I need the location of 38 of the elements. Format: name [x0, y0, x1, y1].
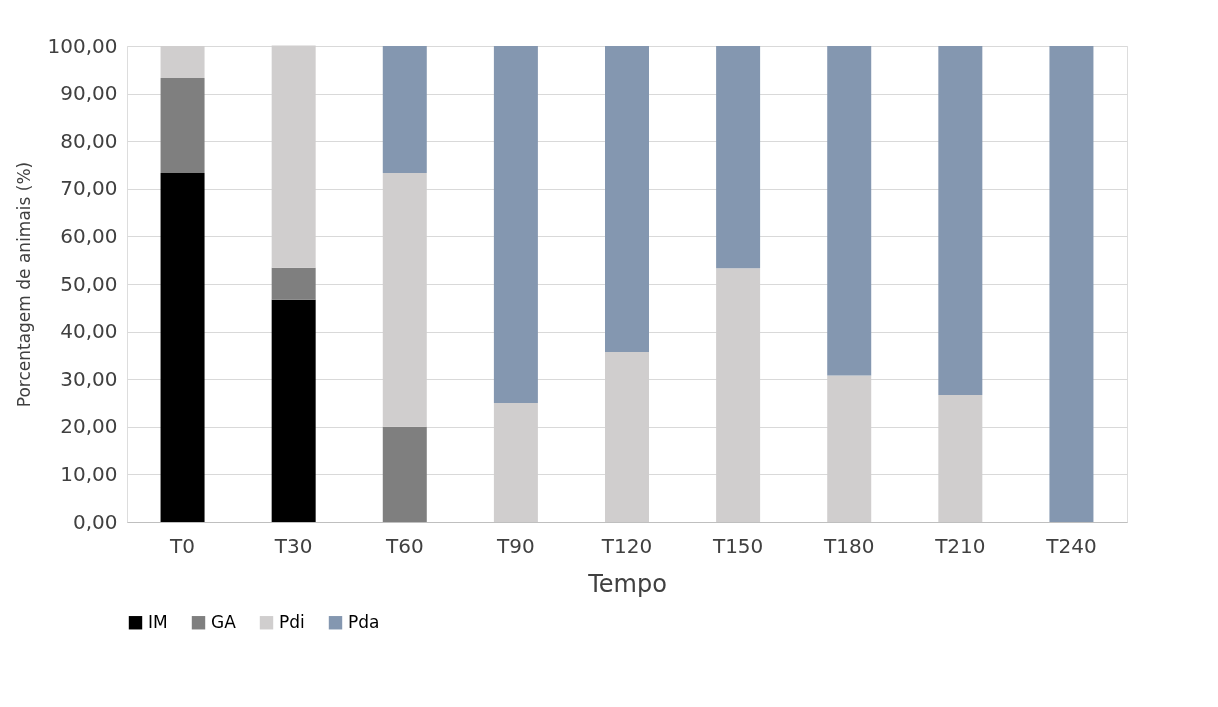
bar — [382, 426, 427, 522]
x-tick-label: T0 — [169, 533, 196, 558]
bar — [716, 46, 761, 269]
bar — [938, 46, 983, 395]
bar — [271, 299, 316, 522]
x-tick-label: T180 — [823, 533, 875, 558]
x-tick-label: T150 — [711, 533, 764, 558]
bar — [1049, 46, 1094, 522]
y-tick-label: 70,00 — [60, 176, 118, 201]
x-tick-label: T210 — [934, 533, 986, 558]
bar — [160, 173, 205, 522]
y-tick-label: 90,00 — [60, 81, 118, 106]
legend-label: IM — [148, 611, 168, 632]
y-tick-label: 20,00 — [60, 414, 118, 439]
bar — [605, 46, 649, 353]
bar — [493, 46, 538, 403]
x-tick-label: T240 — [1045, 533, 1097, 558]
bar — [382, 46, 427, 174]
legend-label: Pdi — [279, 611, 305, 632]
x-tick-label: T60 — [384, 533, 424, 558]
bar — [271, 267, 316, 300]
x-tick-label: T90 — [496, 533, 535, 558]
y-tick-label: 10,00 — [60, 461, 118, 486]
y-axis-title: Porcentagem de animais (%) — [13, 161, 34, 408]
y-tick-label: 80,00 — [60, 128, 118, 153]
y-tick-label: 50,00 — [60, 271, 118, 296]
y-tick-label: 100,00 — [47, 33, 118, 58]
bar — [160, 77, 205, 174]
y-tick-label: 60,00 — [60, 223, 118, 248]
y-tick-label: 0,00 — [72, 509, 118, 534]
x-tick-label: T120 — [600, 533, 653, 558]
x-axis-title: Tempo — [587, 569, 667, 598]
legend-label: GA — [211, 611, 237, 632]
legend-label: Pda — [348, 611, 380, 632]
x-tick-label: T30 — [273, 533, 313, 558]
y-tick-label: 30,00 — [60, 366, 118, 391]
bar — [827, 46, 872, 376]
y-tick-label: 40,00 — [60, 319, 118, 344]
